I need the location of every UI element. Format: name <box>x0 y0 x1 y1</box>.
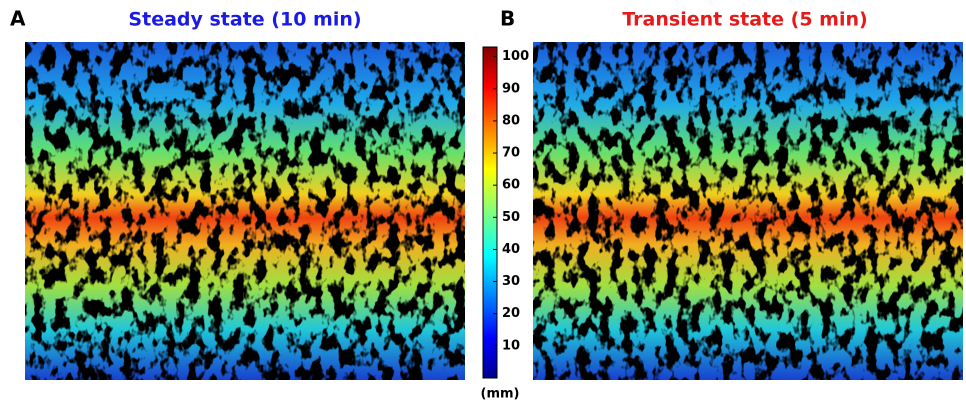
map-texture <box>533 42 963 380</box>
panel-a: A Steady state (10 min) <box>10 7 465 380</box>
colorbar-tick-label: 10 <box>502 338 520 353</box>
colorbar-tick-label: 70 <box>502 146 520 161</box>
colorbar-scale <box>482 46 498 379</box>
colorbar-tick-label: 20 <box>502 306 520 321</box>
colorbar: (mm) 10 20 30 40 50 60 70 80 90 100 <box>481 46 529 402</box>
colorbar-tick-label: 30 <box>502 274 520 289</box>
panel-title: Steady state (10 min) <box>128 9 361 31</box>
colorbar-tick-label: 100 <box>502 49 529 64</box>
panel-letter: B <box>500 7 515 31</box>
colorbar-unit: (mm) <box>481 387 520 402</box>
map-texture <box>25 42 465 380</box>
panel-letter: A <box>10 7 26 31</box>
colorbar-tick-label: 40 <box>502 242 520 257</box>
colorbar-tick-label: 80 <box>502 113 520 128</box>
panel-title: Transient state (5 min) <box>622 9 867 31</box>
panel-b: B Transient state (5 min) <box>500 7 963 380</box>
colorbar-tick-label: 60 <box>502 178 520 193</box>
colorbar-tick-label: 90 <box>502 81 520 96</box>
colorbar-tick-label: 50 <box>502 210 520 225</box>
